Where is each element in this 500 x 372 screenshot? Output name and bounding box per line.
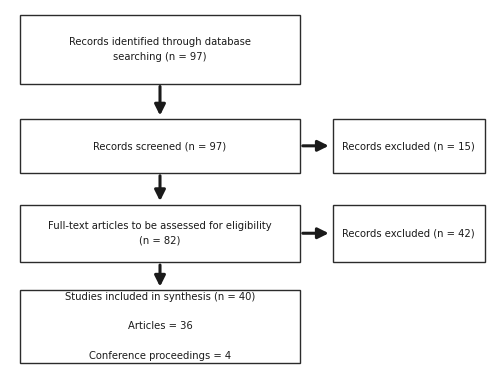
- Text: Studies included in synthesis (n = 40)

Articles = 36

Conference proceedings = : Studies included in synthesis (n = 40) A…: [65, 292, 255, 361]
- Text: Full-text articles to be assessed for eligibility
(n = 82): Full-text articles to be assessed for el…: [48, 221, 272, 246]
- Text: Records identified through database
searching (n = 97): Records identified through database sear…: [69, 37, 251, 62]
- FancyBboxPatch shape: [20, 119, 300, 173]
- FancyBboxPatch shape: [20, 290, 300, 363]
- Text: Records excluded (n = 15): Records excluded (n = 15): [342, 141, 475, 151]
- FancyBboxPatch shape: [20, 205, 300, 262]
- Text: Records excluded (n = 42): Records excluded (n = 42): [342, 228, 475, 238]
- FancyBboxPatch shape: [20, 15, 300, 84]
- FancyBboxPatch shape: [332, 119, 485, 173]
- Text: Records screened (n = 97): Records screened (n = 97): [94, 141, 226, 151]
- FancyBboxPatch shape: [332, 205, 485, 262]
